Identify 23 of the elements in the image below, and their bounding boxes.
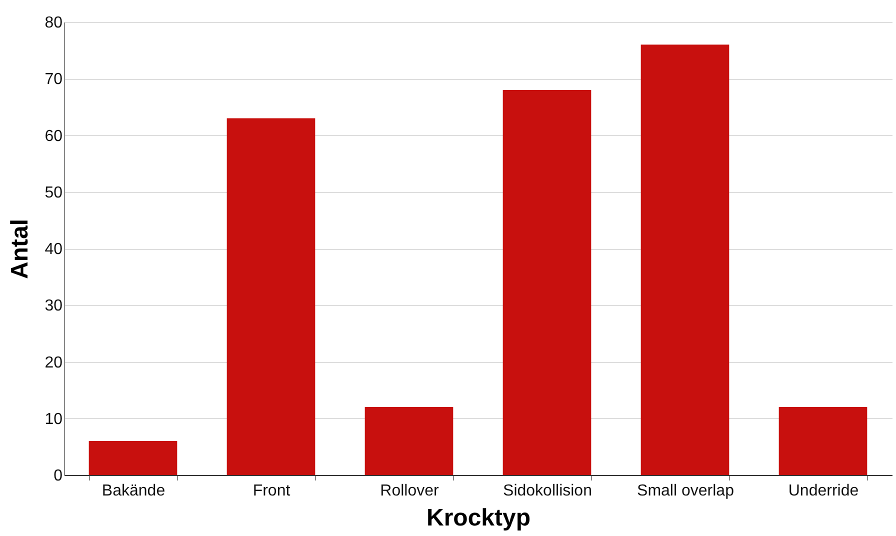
y-tick-label: 0 <box>54 468 63 484</box>
x-tick-label: Front <box>252 482 291 500</box>
bar <box>364 407 454 475</box>
bar <box>502 90 592 475</box>
x-tick-label: Rollover <box>380 482 440 500</box>
y-tick-label: 30 <box>44 298 63 315</box>
x-tick-label: Bakände <box>102 482 166 500</box>
y-tick-label: 70 <box>44 71 63 88</box>
y-tick-label: 10 <box>44 410 63 428</box>
bar <box>778 407 868 475</box>
x-tick-label: Underride <box>788 482 859 500</box>
y-tick-label: 20 <box>44 354 63 372</box>
x-tick-label: Small overlap <box>637 482 734 500</box>
y-tick-label: 50 <box>44 184 63 202</box>
x-axis-title: Krocktyp <box>426 504 531 532</box>
bar <box>640 44 730 475</box>
y-tick-label: 40 <box>44 241 63 258</box>
bar <box>226 118 316 475</box>
y-axis-title: Antal <box>6 219 34 279</box>
x-tick-label: Sidokollision <box>503 482 592 500</box>
bar <box>88 441 178 475</box>
y-tick-label: 60 <box>44 128 63 145</box>
y-tick-label: 80 <box>44 14 63 32</box>
